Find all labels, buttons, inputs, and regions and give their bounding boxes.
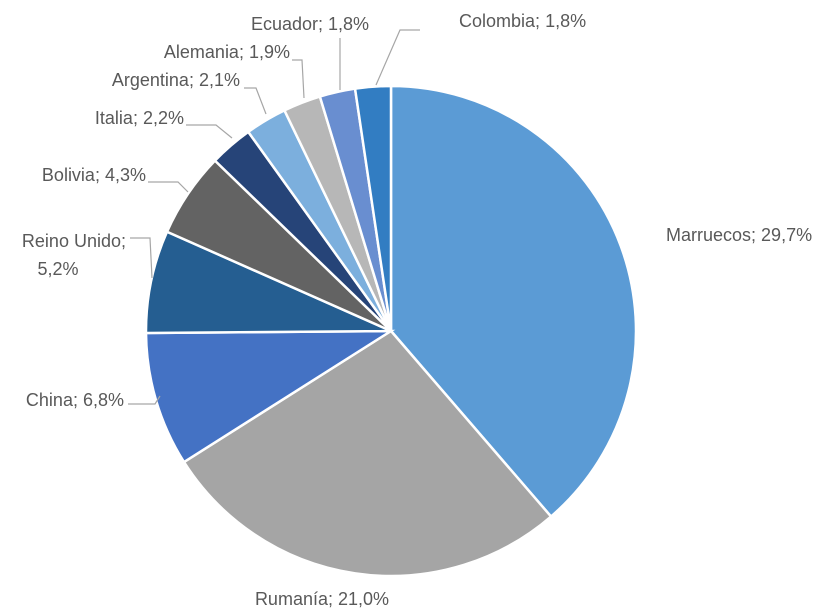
data-label: Ecuador; 1,8% <box>251 14 369 34</box>
label-value: 29,7% <box>761 225 812 245</box>
leader-lines <box>128 29 420 405</box>
leader-line <box>128 395 161 405</box>
leader-line <box>130 237 153 279</box>
label-separator: ; <box>328 589 338 609</box>
label-category: Italia <box>95 108 134 128</box>
label-category: Reino Unido <box>22 231 121 251</box>
data-label: Alemania; 1,9% <box>164 42 290 62</box>
label-separator: ; <box>751 225 761 245</box>
label-separator: ; <box>535 11 545 31</box>
label-value: 1,8% <box>328 14 369 34</box>
label-value: 6,8% <box>83 390 124 410</box>
pie-slice <box>353 84 393 332</box>
data-label: Colombia; 1,8% <box>459 11 586 31</box>
label-separator: ; <box>318 14 328 34</box>
pie-slice <box>389 84 638 519</box>
label-separator: ; <box>95 165 105 185</box>
data-label: Italia; 2,2% <box>95 108 184 128</box>
label-category: Argentina <box>112 70 190 90</box>
data-label: Marruecos; 29,7% <box>666 225 812 245</box>
label-category: Rumanía <box>255 589 329 609</box>
data-label: Bolivia; 4,3% <box>42 165 146 185</box>
label-category: Colombia <box>459 11 536 31</box>
label-separator: ; <box>121 231 126 251</box>
label-value: 5,2% <box>37 259 78 279</box>
label-value: 1,9% <box>249 42 290 62</box>
label-category: Bolivia <box>42 165 96 185</box>
label-value: 1,8% <box>545 11 586 31</box>
pie <box>144 84 638 578</box>
label-value: 2,1% <box>199 70 240 90</box>
label-value: 21,0% <box>338 589 389 609</box>
label-separator: ; <box>133 108 143 128</box>
label-category: Ecuador <box>251 14 318 34</box>
pie-slice <box>144 329 396 464</box>
data-label: Argentina; 2,1% <box>112 70 240 90</box>
data-label: Rumanía; 21,0% <box>255 589 389 609</box>
leader-line <box>375 29 420 86</box>
label-separator: ; <box>239 42 249 62</box>
label-category: Alemania <box>164 42 240 62</box>
label-category: Marruecos <box>666 225 751 245</box>
label-separator: ; <box>73 390 83 410</box>
label-value: 2,2% <box>143 108 184 128</box>
label-separator: ; <box>189 70 199 90</box>
data-label: China; 6,8% <box>26 390 124 410</box>
label-value: 4,3% <box>105 165 146 185</box>
label-category: China <box>26 390 74 410</box>
leader-line <box>244 87 267 115</box>
data-label: Reino Unido; 5,2% <box>22 231 126 279</box>
leader-line <box>148 181 189 193</box>
pie-slice <box>182 329 553 578</box>
leader-line <box>292 59 305 99</box>
leader-line <box>186 124 233 139</box>
